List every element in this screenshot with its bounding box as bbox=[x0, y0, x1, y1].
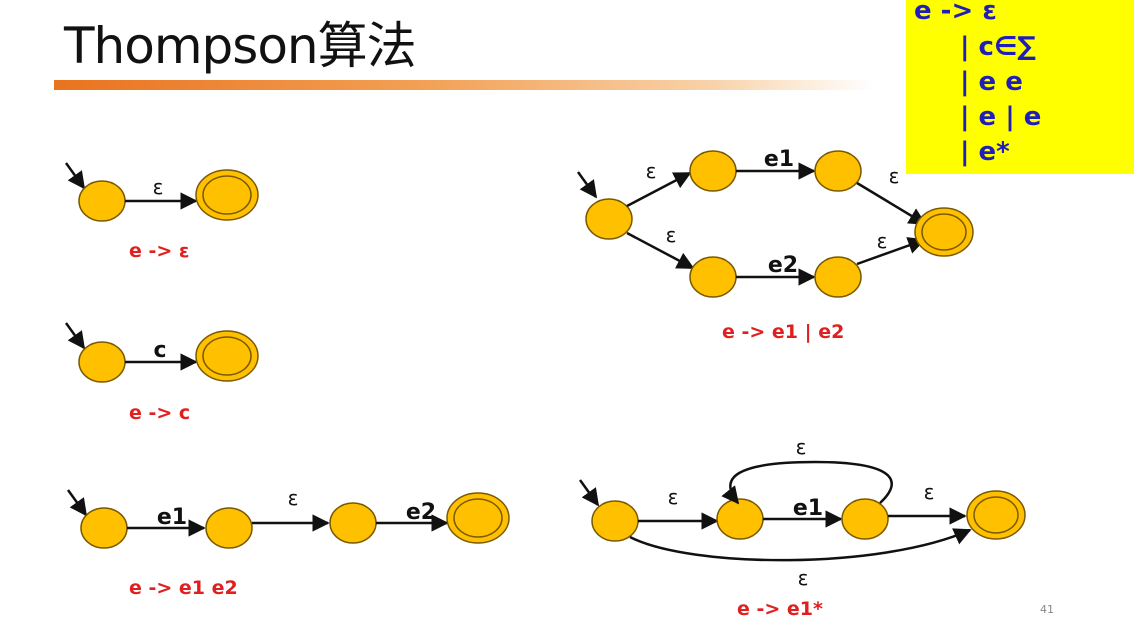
nfa-state bbox=[78, 180, 126, 222]
grammar-line-5: | e* bbox=[960, 137, 1010, 167]
edge-label: ε bbox=[646, 159, 657, 183]
edge-label: ε bbox=[889, 164, 900, 188]
accept-state-inner bbox=[453, 498, 503, 538]
edge-label: ε bbox=[288, 486, 299, 510]
start-arrow bbox=[66, 489, 88, 517]
transition-arrow bbox=[626, 231, 695, 270]
caption-epsilon: e -> ε bbox=[129, 240, 190, 262]
edge-label: ε bbox=[153, 175, 164, 199]
grammar-line-3: | e e bbox=[960, 67, 1023, 97]
page-number: 41 bbox=[1040, 603, 1054, 616]
slide-title: Thompson算法 bbox=[64, 17, 417, 75]
grammar-line-4: | e | e bbox=[960, 102, 1042, 132]
accept-state-outer bbox=[195, 169, 259, 221]
nfa-state bbox=[78, 341, 126, 383]
nfa-state bbox=[585, 198, 633, 240]
edge-label: c bbox=[153, 338, 166, 363]
accept-state-outer bbox=[195, 330, 259, 382]
start-arrow bbox=[578, 479, 600, 507]
edge-label: e1 bbox=[157, 505, 187, 530]
title-underline bbox=[54, 80, 874, 90]
accept-state-inner bbox=[921, 213, 967, 251]
loop-arrow bbox=[721, 460, 893, 505]
nfa-state bbox=[205, 507, 253, 549]
grammar-line-1: e -> ε bbox=[914, 0, 997, 26]
edge-label: ε bbox=[668, 485, 679, 509]
edge-label: e1 bbox=[793, 496, 823, 521]
caption-star: e -> e1* bbox=[737, 598, 823, 620]
caption-union: e -> e1 | e2 bbox=[722, 321, 845, 343]
accept-state-outer bbox=[446, 492, 510, 544]
start-arrow bbox=[64, 322, 86, 350]
nfa-state bbox=[591, 500, 639, 542]
transition-arrow bbox=[856, 181, 927, 226]
grammar-box: e -> ε | c∈∑ | e e | e | e | e* bbox=[906, 0, 1134, 174]
caption-char: e -> c bbox=[129, 402, 191, 424]
nfa-state bbox=[716, 498, 764, 540]
nfa-state bbox=[329, 502, 377, 544]
accept-state-outer bbox=[966, 490, 1026, 540]
edge-label: ε bbox=[796, 435, 807, 459]
nfa-state bbox=[841, 498, 889, 540]
edge-label: e1 bbox=[764, 147, 794, 172]
diagram-char: c bbox=[64, 322, 259, 383]
nfa-state bbox=[80, 507, 128, 549]
diagram-epsilon: ε bbox=[64, 162, 259, 222]
edge-label: ε bbox=[666, 223, 677, 247]
edge-label: ε bbox=[877, 229, 888, 253]
nfa-state bbox=[689, 150, 737, 192]
transition-arrow bbox=[856, 237, 926, 266]
edge-label: e2 bbox=[406, 500, 436, 525]
accept-state-inner bbox=[202, 336, 252, 376]
start-arrow bbox=[64, 162, 86, 190]
nfa-state bbox=[689, 256, 737, 298]
grammar-line-2: | c∈∑ bbox=[960, 32, 1036, 62]
accept-state-outer bbox=[914, 207, 974, 257]
skip-arrow bbox=[629, 528, 972, 562]
nfa-state bbox=[814, 256, 862, 298]
accept-state-inner bbox=[202, 175, 252, 215]
accept-state-inner bbox=[973, 496, 1019, 534]
diagram-star: ε ε e1 ε ε bbox=[578, 435, 1026, 590]
diagram-concat: e1 ε e2 bbox=[66, 486, 510, 549]
nfa-state bbox=[814, 150, 862, 192]
edge-label: ε bbox=[924, 480, 935, 504]
caption-concat: e -> e1 e2 bbox=[129, 577, 238, 599]
edge-label: ε bbox=[798, 566, 809, 590]
transition-arrow bbox=[626, 171, 692, 208]
diagram-union: ε e1 ε ε e2 ε bbox=[576, 147, 974, 298]
start-arrow bbox=[576, 171, 598, 199]
edge-label: e2 bbox=[768, 253, 798, 278]
